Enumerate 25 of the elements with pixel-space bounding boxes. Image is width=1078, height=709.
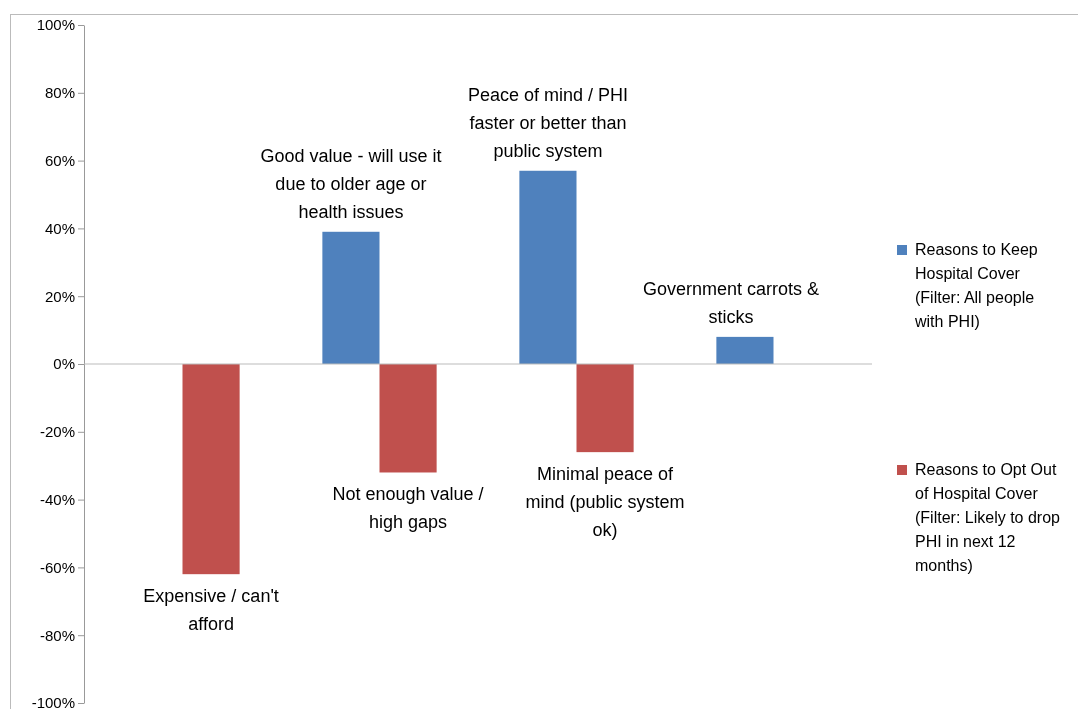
bar: [519, 170, 577, 364]
y-tick-label: -40%: [39, 490, 75, 508]
y-tick-label: 0%: [53, 355, 75, 373]
y-tick-label: -20%: [39, 423, 75, 441]
y-tick-label: 20%: [44, 287, 75, 305]
annotation: Minimal peace of mind (public system ok): [525, 464, 685, 541]
y-tick-label: 100%: [36, 16, 75, 34]
legend-label: Reasons to Opt Out of Hospital Cover (Filter: Likely to drop PHI in next 12 months): [915, 461, 1061, 574]
y-tick-label: 80%: [44, 84, 75, 102]
annotation: Peace of mind / PHI faster or better than public system: [467, 84, 628, 161]
y-tick-label: 40%: [44, 219, 75, 237]
bar: [322, 231, 380, 364]
bar: [576, 364, 634, 453]
bar: [379, 364, 437, 473]
y-tick-label: -100%: [31, 694, 75, 709]
y-tick-label: -60%: [39, 558, 75, 576]
y-tick-label: -80%: [39, 626, 75, 644]
annotation: Government carrots & sticks: [642, 278, 819, 327]
bar: [716, 336, 774, 364]
bar: [182, 364, 240, 575]
legend-label: Reasons to Keep Hospital Cover (Filter: All people with PHI): [914, 241, 1038, 330]
y-tick-label: 60%: [44, 151, 75, 169]
annotation: Good value - will use it due to older age or health issues: [260, 145, 442, 222]
annotation: Expensive / can't afford: [143, 586, 279, 635]
annotation: Not enough value / high gaps: [332, 484, 484, 533]
